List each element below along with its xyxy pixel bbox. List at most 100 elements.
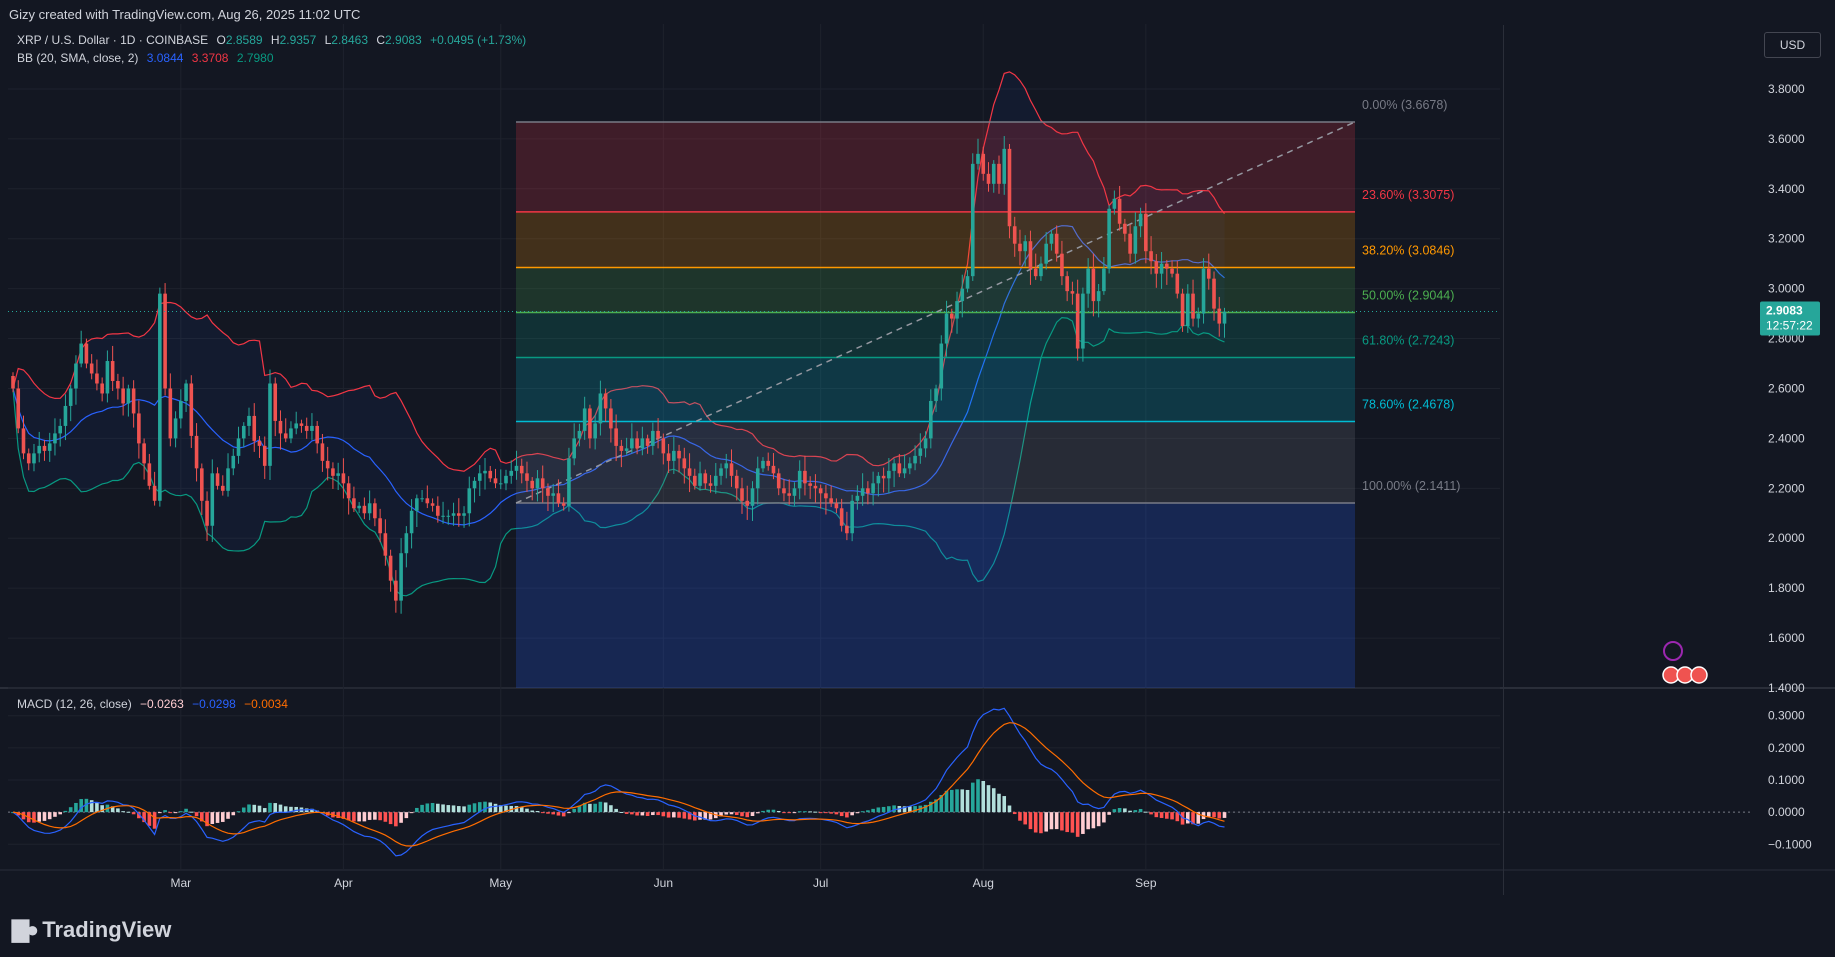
macd-histogram-bar [640, 812, 645, 816]
macd-histogram-bar [745, 812, 750, 818]
candle-body [976, 153, 980, 164]
macd-histogram-bar [1144, 811, 1148, 813]
macd-histogram-bar [1107, 812, 1111, 815]
macd-histogram-bar [1065, 812, 1069, 833]
candle-body [724, 463, 729, 469]
fib-zone [516, 267, 1355, 313]
ohlc-open: O2.8589 [216, 33, 263, 47]
macd-label[interactable]: MACD (12, 26, close) [17, 697, 132, 711]
macd-histogram-bar [95, 802, 99, 813]
candle-body [603, 393, 608, 409]
macd-histogram-bar [37, 812, 42, 822]
fib-extension-zone [516, 503, 1355, 688]
macd-histogram-bar [179, 811, 183, 813]
candle-body [84, 343, 89, 364]
candle-body [970, 163, 975, 277]
candle-body [299, 423, 304, 426]
candle-body [1028, 241, 1033, 269]
price-tick-label: 1.6000 [1768, 631, 1805, 645]
macd-histogram-bar [456, 806, 461, 813]
candle-body [1159, 263, 1164, 274]
candle-body [152, 485, 157, 501]
fib-level-label: 38.20% (3.0846) [1362, 244, 1454, 258]
candle-body [530, 480, 535, 489]
candle-body [341, 473, 346, 484]
macd-histogram-bar [960, 789, 965, 813]
macd-histogram-bar [378, 812, 382, 821]
candle-body [934, 388, 938, 401]
candle-body [1054, 233, 1059, 254]
candle-body [472, 480, 477, 489]
macd-histogram-bar [420, 804, 424, 813]
macd-histogram-bar [1091, 812, 1096, 829]
macd-histogram-bar [352, 812, 356, 822]
macd-histogram-bar [1185, 812, 1190, 824]
macd-histogram-bar [556, 812, 561, 816]
candle-body [409, 510, 414, 534]
candle-body [1128, 233, 1132, 254]
candle-body [1133, 226, 1138, 254]
candle-body [703, 473, 708, 484]
macd-histogram-bar [383, 812, 388, 822]
candle-body [761, 460, 765, 469]
macd-hist-value: −0.0263 [140, 697, 184, 711]
candle-body [493, 478, 498, 484]
macd-histogram-bar [1154, 812, 1159, 818]
price-tick-label: 2.4000 [1768, 431, 1805, 445]
candle-body [126, 388, 131, 404]
candle-body [420, 498, 424, 500]
candle-body [567, 458, 571, 506]
fib-level-label: 61.80% (2.7243) [1362, 333, 1454, 347]
candle-body [918, 448, 923, 456]
macd-histogram-bar [824, 812, 828, 814]
candle-body [897, 463, 902, 474]
price-tick-label: 3.0000 [1768, 282, 1805, 296]
candle-body [53, 433, 57, 444]
macd-line-value: −0.0298 [192, 697, 236, 711]
candle-body [839, 508, 844, 526]
tradingview-logo[interactable]: ▇● TradingView [12, 917, 171, 943]
candle-body [1185, 293, 1190, 327]
candle-body [257, 440, 262, 446]
macd-histogram-bar [986, 785, 991, 813]
candle-body [766, 460, 771, 466]
macd-histogram-bar [32, 812, 36, 823]
bb-label[interactable]: BB (20, SMA, close, 2) [17, 51, 139, 65]
candle-body [908, 463, 912, 469]
candle-body [163, 293, 167, 389]
macd-histogram-bar [949, 789, 954, 813]
candle-body [614, 428, 618, 446]
macd-histogram-bar [698, 812, 702, 820]
macd-histogram-bar [341, 812, 346, 819]
price-tick-label: 2.0000 [1768, 531, 1805, 545]
candle-body [818, 488, 823, 494]
symbol-name[interactable]: XRP / U.S. Dollar · 1D · COINBASE [17, 33, 209, 47]
candle-body [137, 413, 141, 444]
macd-histogram-bar [729, 812, 734, 815]
macd-histogram-bar [493, 803, 498, 813]
candle-body [682, 458, 687, 469]
candle-body [525, 473, 529, 481]
candle-body [708, 483, 713, 486]
macd-histogram-bar [609, 805, 613, 813]
macd-histogram-bar [551, 812, 555, 815]
candle-body [729, 463, 734, 476]
macd-histogram-bar [619, 811, 624, 813]
candle-body [173, 418, 178, 439]
macd-histogram-bar [1175, 812, 1180, 822]
candle-body [1138, 213, 1143, 227]
macd-histogram-bar [231, 812, 236, 816]
candle-body [556, 493, 561, 504]
macd-histogram-bar [871, 808, 875, 813]
candle-body [1212, 278, 1216, 309]
candle-body [105, 361, 110, 394]
currency-button[interactable]: USD [1764, 32, 1821, 58]
ohlc-high: H2.9357 [270, 33, 317, 47]
macd-histogram-bar [367, 812, 372, 820]
candle-body [687, 468, 692, 476]
candle-body [1201, 268, 1206, 314]
candle-body [26, 453, 31, 464]
macd-histogram-bar [362, 812, 367, 822]
